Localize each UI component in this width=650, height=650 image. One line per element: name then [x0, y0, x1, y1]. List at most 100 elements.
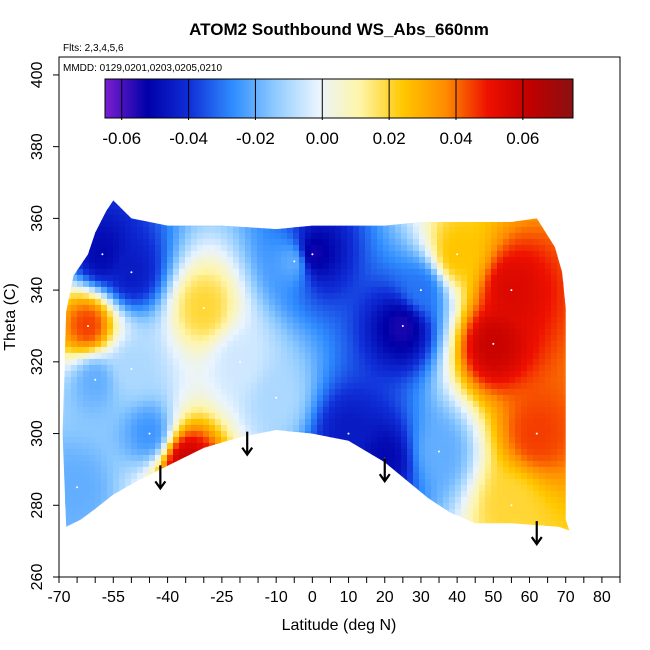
field-cell: [371, 442, 378, 450]
field-cell: [131, 226, 138, 234]
field-cell: [215, 310, 222, 318]
field-cell: [257, 358, 264, 366]
field-cell: [137, 310, 144, 318]
field-cell: [263, 238, 270, 246]
field-cell: [479, 226, 486, 234]
field-cell: [545, 466, 552, 474]
field-cell: [389, 202, 396, 210]
field-cell: [443, 280, 450, 288]
field-cell: [479, 412, 486, 420]
field-cell: [251, 334, 258, 342]
field-cell: [191, 244, 198, 252]
field-cell: [287, 418, 294, 426]
field-cell: [515, 412, 522, 420]
field-cell: [143, 322, 150, 330]
field-cell: [161, 448, 168, 456]
field-cell: [239, 244, 246, 252]
field-cell: [443, 232, 450, 240]
field-cell: [311, 346, 318, 354]
field-cell: [149, 533, 156, 540]
field-cell: [323, 286, 330, 294]
field-cell: [269, 496, 276, 504]
field-cell: [407, 484, 414, 492]
field-cell: [131, 340, 138, 348]
field-cell: [485, 448, 492, 456]
field-cell: [497, 208, 504, 216]
field-cell: [119, 280, 126, 288]
field-cell: [395, 316, 402, 324]
field-cell: [299, 442, 306, 450]
field-cell: [71, 448, 78, 456]
field-cell: [485, 388, 492, 396]
field-cell: [359, 352, 366, 360]
field-cell: [413, 274, 420, 282]
field-cell: [131, 370, 138, 378]
field-cell: [125, 280, 132, 288]
field-cell: [137, 262, 144, 270]
field-cell: [545, 322, 552, 330]
field-cell: [341, 328, 348, 336]
field-cell: [449, 514, 456, 522]
field-cell: [77, 304, 84, 312]
field-cell: [539, 310, 546, 318]
field-cell: [473, 340, 480, 348]
field-cell: [341, 340, 348, 348]
field-cell: [227, 412, 234, 420]
field-cell: [515, 340, 522, 348]
field-cell: [173, 286, 180, 294]
field-cell: [101, 352, 108, 360]
field-cell: [551, 418, 558, 426]
field-cell: [263, 220, 270, 228]
field-cell: [257, 400, 264, 408]
field-cell: [257, 370, 264, 378]
field-cell: [557, 508, 564, 516]
field-cell: [461, 316, 468, 324]
field-cell: [77, 256, 84, 264]
colorbar-ramp: [104, 78, 574, 119]
field-cell: [497, 352, 504, 360]
field-cell: [461, 346, 468, 354]
field-cell: [347, 328, 354, 336]
field-cell: [227, 406, 234, 414]
field-cell: [539, 304, 546, 312]
field-cell: [269, 376, 276, 384]
field-cell: [455, 200, 462, 204]
field-cell: [545, 508, 552, 516]
field-cell: [209, 200, 216, 204]
field-cell: [221, 370, 228, 378]
field-cell: [569, 478, 570, 486]
field-cell: [353, 304, 360, 312]
field-cell: [299, 220, 306, 228]
field-cell: [461, 484, 468, 492]
field-cell: [317, 520, 324, 528]
field-cell: [527, 406, 534, 414]
field-cell: [323, 238, 330, 246]
field-cell: [251, 454, 258, 462]
field-cell: [281, 382, 288, 390]
field-cell: [509, 418, 516, 426]
field-cell: [137, 448, 144, 456]
field-cell: [545, 200, 552, 204]
field-cell: [113, 436, 120, 444]
field-cell: [431, 310, 438, 318]
field-cell: [335, 406, 342, 414]
field-cell: [467, 484, 474, 492]
field-cell: [503, 310, 510, 318]
field-cell: [191, 382, 198, 390]
field-cell: [317, 514, 324, 522]
field-cell: [533, 490, 540, 498]
field-cell: [179, 256, 186, 264]
field-cell: [527, 526, 534, 531]
field-cell: [311, 484, 318, 492]
field-cell: [557, 322, 564, 330]
field-cell: [179, 250, 186, 258]
field-cell: [563, 406, 570, 414]
field-cell: [89, 316, 96, 324]
field-cell: [353, 316, 360, 324]
field-cell: [347, 232, 354, 240]
field-cell: [497, 394, 504, 402]
field-cell: [251, 436, 258, 444]
field-cell: [335, 490, 342, 498]
field-cell: [137, 250, 144, 258]
field-cell: [545, 424, 552, 432]
